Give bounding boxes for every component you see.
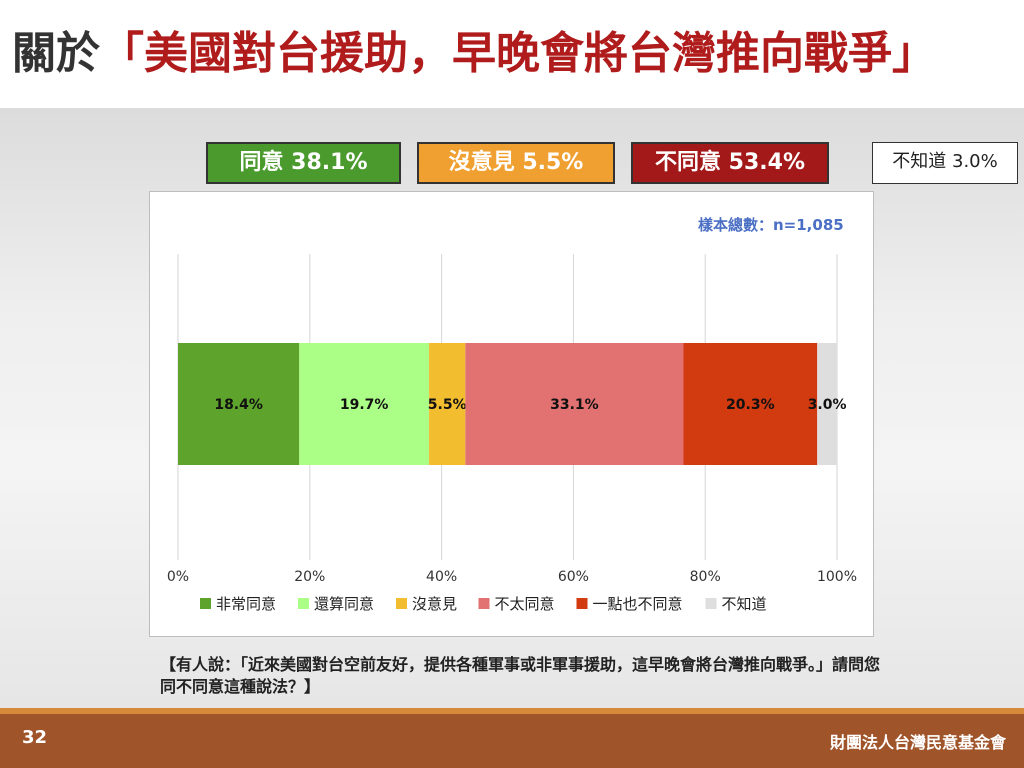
legend-swatch bbox=[478, 598, 490, 609]
sample-size-label: 樣本總數：n=1,085 bbox=[698, 216, 844, 234]
legend-label: 還算同意 bbox=[314, 595, 374, 613]
bar-segment bbox=[429, 343, 466, 465]
legend-swatch bbox=[576, 598, 588, 609]
x-tick-label: 0% bbox=[167, 569, 189, 585]
data-label: 18.4% bbox=[214, 397, 263, 413]
footer-bar bbox=[0, 708, 1024, 768]
data-label: 3.0% bbox=[808, 397, 847, 413]
data-label: 20.3% bbox=[726, 397, 775, 413]
summary-dont-know-box: 不知道 3.0% bbox=[872, 142, 1018, 184]
question-text: 【有人說：「近來美國對台空前友好，提供各種軍事或非軍事援助，這早晚會將台灣推向戰… bbox=[160, 655, 881, 696]
summary-disagree-box: 不同意 53.4% bbox=[631, 142, 829, 184]
x-tick-label: 60% bbox=[558, 569, 589, 585]
bar-segment bbox=[178, 343, 300, 465]
organization-name: 財團法人台灣民意基金會 bbox=[829, 733, 1006, 752]
x-tick-label: 80% bbox=[690, 569, 721, 585]
data-label: 33.1% bbox=[550, 397, 599, 413]
page-number: 32 bbox=[22, 727, 48, 748]
legend-label: 一點也不同意 bbox=[593, 595, 683, 613]
summary-agree-box: 同意 38.1% bbox=[206, 142, 401, 184]
page-title-quote: 「美國對台援助，早晚會將台灣推向戰爭」 bbox=[100, 28, 936, 79]
legend-label: 不知道 bbox=[722, 595, 767, 613]
legend-swatch bbox=[705, 598, 717, 609]
summary-no-opinion-box: 沒意見 5.5% bbox=[417, 142, 615, 184]
data-label: 5.5% bbox=[428, 397, 467, 413]
bar-segment bbox=[683, 343, 818, 465]
legend-swatch bbox=[396, 598, 407, 609]
bar-segment bbox=[817, 343, 837, 465]
bar-segment bbox=[465, 343, 684, 465]
legend-label: 不太同意 bbox=[495, 595, 555, 613]
x-tick-label: 20% bbox=[294, 569, 325, 585]
page-title-prefix: 關於 bbox=[12, 28, 100, 79]
legend-label: 沒意見 bbox=[412, 595, 457, 613]
legend-swatch bbox=[200, 598, 211, 609]
bar-segment bbox=[299, 343, 430, 465]
x-tick-label: 100% bbox=[817, 569, 857, 585]
legend-label: 非常同意 bbox=[216, 595, 276, 613]
data-label: 19.7% bbox=[340, 397, 389, 413]
x-tick-label: 40% bbox=[426, 569, 457, 585]
legend-swatch bbox=[298, 598, 309, 609]
page-title: 關於「美國對台援助，早晚會將台灣推向戰爭」 bbox=[12, 14, 1012, 94]
